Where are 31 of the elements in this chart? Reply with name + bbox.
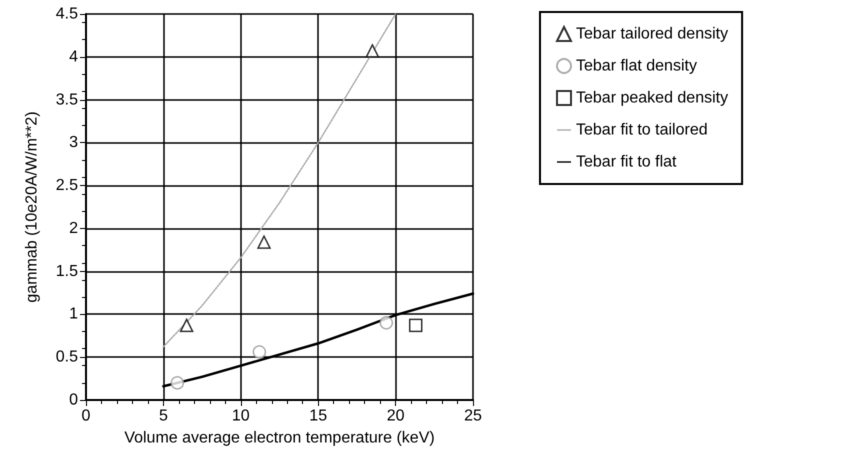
y-tick-label: 4.5 bbox=[56, 6, 78, 22]
y-tick-label: 1.5 bbox=[56, 262, 78, 280]
point bbox=[252, 345, 266, 359]
y-tick-label: 1 bbox=[69, 306, 78, 323]
point bbox=[366, 44, 380, 58]
y-axis-title: gammab (10e20A/W/m**2) bbox=[24, 111, 40, 303]
legend-label: Tebar fit to flat bbox=[576, 154, 678, 170]
y-tick-label: 3.5 bbox=[56, 91, 78, 108]
point bbox=[170, 376, 184, 390]
x-tick-label: 25 bbox=[464, 408, 482, 424]
y-tick-label: 4 bbox=[69, 48, 78, 66]
y-tick-label: 0.5 bbox=[56, 348, 78, 366]
x-tick-label: 10 bbox=[232, 408, 250, 424]
point bbox=[380, 316, 394, 330]
y-tick-label: 0 bbox=[69, 392, 78, 408]
line-series bbox=[162, 13, 396, 348]
point bbox=[180, 318, 194, 332]
legend-label: Tebar fit to tailored bbox=[576, 122, 708, 138]
x-tick-label: 5 bbox=[158, 408, 168, 424]
point bbox=[408, 318, 422, 332]
point bbox=[257, 235, 271, 249]
x-axis-title: Volume average electron temperature (keV) bbox=[124, 430, 435, 446]
legend-label: Tebar tailored density bbox=[576, 26, 728, 42]
x-tick-label: 20 bbox=[386, 408, 405, 424]
y-tick-label: 2 bbox=[69, 220, 78, 237]
legend-label: Tebar flat density bbox=[576, 58, 697, 74]
x-tick-label: 0 bbox=[82, 408, 91, 424]
y-tick-label: 3 bbox=[69, 134, 78, 152]
legend-label: Tebar peaked density bbox=[576, 90, 728, 106]
x-tick-label: 15 bbox=[309, 408, 328, 424]
y-tick-label: 2.5 bbox=[56, 177, 78, 194]
